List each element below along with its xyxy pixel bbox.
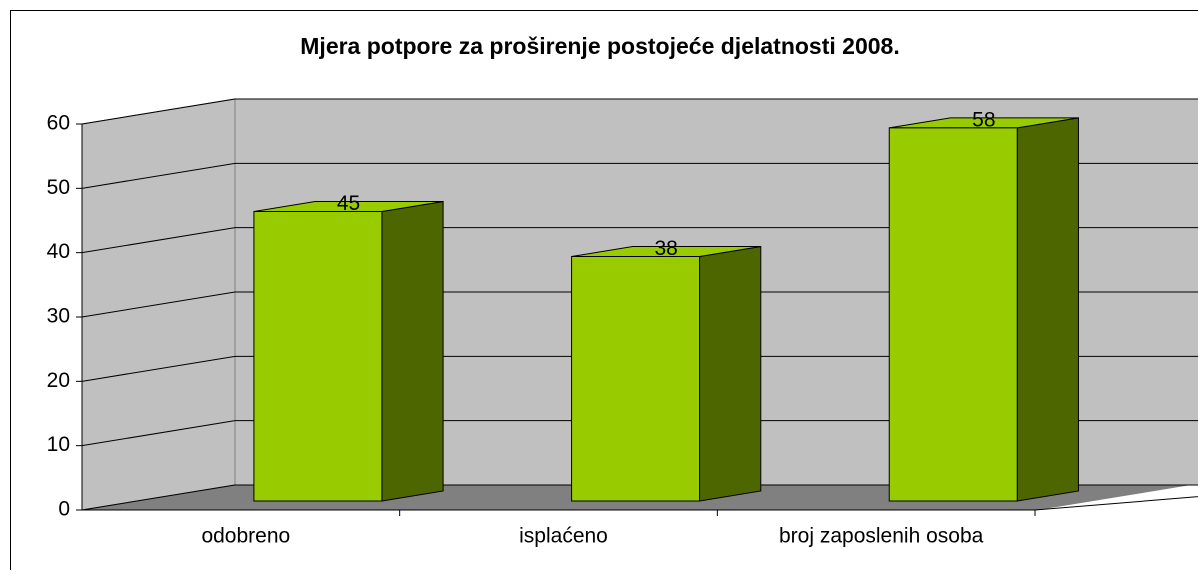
y-tick-label: 20 [47, 369, 70, 392]
y-tick-label: 60 [47, 112, 70, 135]
y-tick-label: 50 [47, 176, 70, 199]
y-tick-label: 40 [47, 240, 70, 263]
value-label: 58 [972, 108, 995, 131]
x-tick-label: isplaćeno [519, 525, 608, 548]
y-tick-label: 30 [47, 305, 70, 328]
bar [889, 128, 1017, 501]
bar-side [382, 202, 443, 502]
chart-title: Mjera potpore za proširenje postojeće dj… [300, 33, 899, 59]
y-tick-label: 10 [47, 433, 70, 456]
value-label: 45 [337, 192, 360, 215]
bar [254, 212, 382, 502]
x-tick-label: odobreno [201, 525, 290, 548]
bar-side [700, 247, 761, 501]
y-tick-label: 0 [58, 498, 70, 521]
x-tick-label: broj zaposlenih osoba [779, 525, 984, 548]
bar-side [1017, 118, 1078, 501]
value-label: 38 [655, 237, 678, 260]
bar [572, 257, 700, 501]
